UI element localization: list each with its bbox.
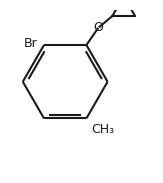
Text: Br: Br [24,37,37,50]
Text: CH₃: CH₃ [91,123,114,136]
Text: O: O [94,21,104,34]
